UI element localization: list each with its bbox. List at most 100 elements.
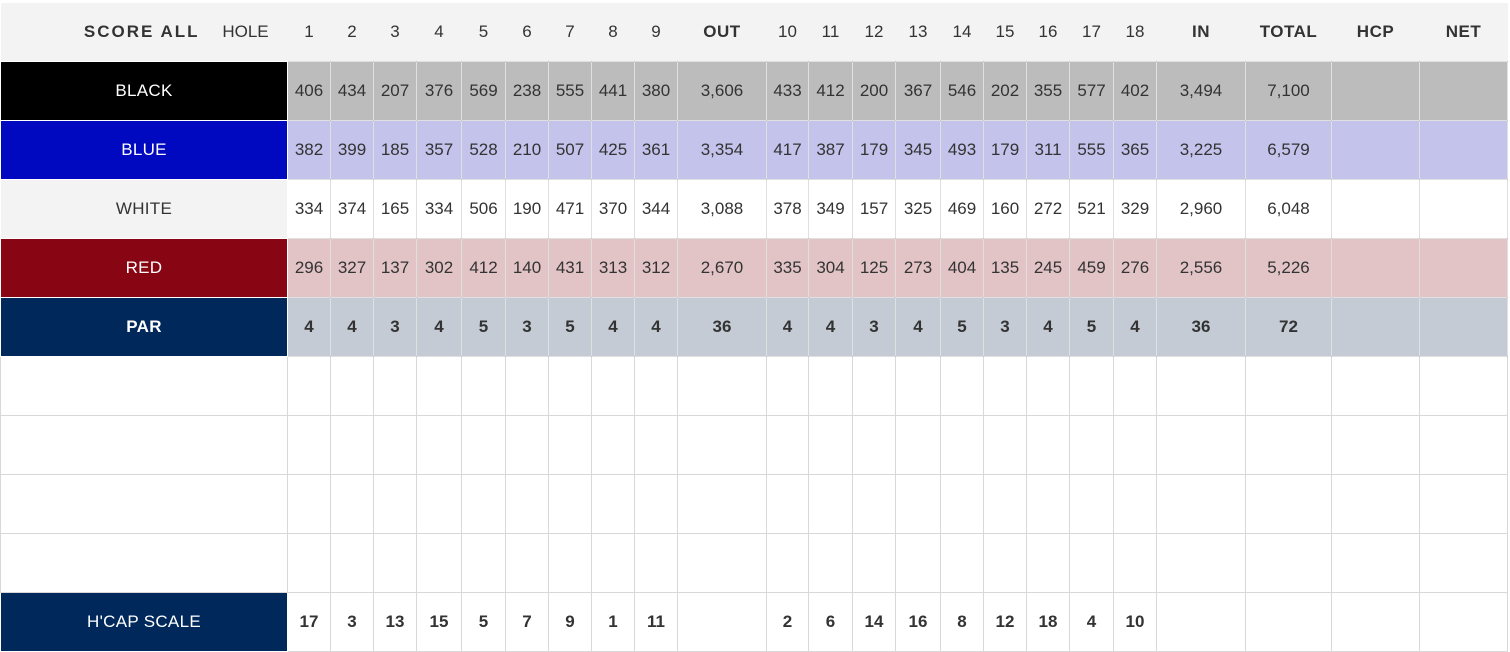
score-entry-cell[interactable] [461,474,506,534]
score-entry-cell[interactable] [634,356,678,416]
yardage-cell: 555 [548,61,592,121]
score-entry-cell[interactable] [1245,356,1332,416]
score-entry-cell[interactable] [505,415,549,475]
score-entry-cell[interactable] [808,356,853,416]
score-entry-cell[interactable] [1069,415,1114,475]
score-entry-cell[interactable] [634,415,678,475]
score-entry-cell[interactable] [548,533,592,593]
score-entry-cell[interactable] [373,533,417,593]
score-entry-cell[interactable] [1113,533,1157,593]
score-entry-cell[interactable] [1113,356,1157,416]
score-entry-cell[interactable] [808,415,853,475]
score-entry-cell[interactable] [1331,533,1420,593]
score-entry-cell[interactable] [677,474,767,534]
score-entry-cell[interactable] [895,474,941,534]
score-entry-cell[interactable] [330,356,374,416]
score-entry-cell[interactable] [766,356,809,416]
score-entry-cell[interactable] [852,356,896,416]
score-entry-cell[interactable] [287,474,331,534]
net-header: NET [1419,3,1508,62]
player-name-cell[interactable] [0,415,288,475]
score-entry-cell[interactable] [461,533,506,593]
score-entry-cell[interactable] [895,356,941,416]
score-entry-cell[interactable] [808,474,853,534]
score-entry-cell[interactable] [895,533,941,593]
score-entry-cell[interactable] [1026,415,1070,475]
score-entry-cell[interactable] [634,533,678,593]
score-entry-cell[interactable] [1331,356,1420,416]
score-entry-cell[interactable] [591,533,635,593]
score-entry-cell[interactable] [1419,474,1508,534]
score-entry-cell[interactable] [373,474,417,534]
score-entry-cell[interactable] [330,474,374,534]
score-entry-cell[interactable] [940,356,984,416]
yardage-cell: 304 [808,238,853,298]
score-entry-cell[interactable] [330,415,374,475]
score-entry-cell[interactable] [287,533,331,593]
score-all-button[interactable]: SCORE ALL [0,3,204,62]
score-entry-cell[interactable] [983,474,1027,534]
score-entry-cell[interactable] [505,474,549,534]
score-entry-cell[interactable] [940,533,984,593]
score-entry-cell[interactable] [1113,415,1157,475]
score-entry-cell[interactable] [505,356,549,416]
score-entry-cell[interactable] [1113,474,1157,534]
score-entry-cell[interactable] [1069,356,1114,416]
player-name-cell[interactable] [0,533,288,593]
score-entry-cell[interactable] [852,533,896,593]
score-entry-cell[interactable] [1419,533,1508,593]
score-entry-cell[interactable] [287,356,331,416]
score-entry-cell[interactable] [548,356,592,416]
score-entry-cell[interactable] [766,533,809,593]
score-entry-cell[interactable] [940,415,984,475]
score-entry-cell[interactable] [940,474,984,534]
score-entry-cell[interactable] [373,415,417,475]
score-entry-cell[interactable] [1069,533,1114,593]
score-entry-cell[interactable] [416,474,462,534]
score-entry-cell[interactable] [505,533,549,593]
score-entry-cell[interactable] [1156,415,1246,475]
score-entry-cell[interactable] [1331,474,1420,534]
score-entry-cell[interactable] [461,415,506,475]
score-entry-cell[interactable] [591,474,635,534]
score-entry-cell[interactable] [1026,356,1070,416]
score-entry-cell[interactable] [808,533,853,593]
score-entry-cell[interactable] [983,415,1027,475]
score-entry-cell[interactable] [416,533,462,593]
score-entry-cell[interactable] [1156,356,1246,416]
score-entry-cell[interactable] [677,533,767,593]
score-entry-cell[interactable] [416,356,462,416]
score-entry-cell[interactable] [1245,474,1332,534]
score-entry-cell[interactable] [983,356,1027,416]
score-entry-cell[interactable] [373,356,417,416]
score-entry-cell[interactable] [416,415,462,475]
score-entry-cell[interactable] [1245,415,1332,475]
score-entry-cell[interactable] [1245,533,1332,593]
player-name-cell[interactable] [0,474,288,534]
score-entry-cell[interactable] [677,356,767,416]
score-entry-cell[interactable] [634,474,678,534]
player-name-cell[interactable] [0,356,288,416]
score-entry-cell[interactable] [1026,533,1070,593]
score-entry-cell[interactable] [1419,415,1508,475]
score-entry-cell[interactable] [766,415,809,475]
score-entry-cell[interactable] [548,474,592,534]
score-entry-cell[interactable] [852,415,896,475]
score-entry-cell[interactable] [1026,474,1070,534]
score-entry-cell[interactable] [330,533,374,593]
score-entry-cell[interactable] [1156,474,1246,534]
score-entry-cell[interactable] [1156,533,1246,593]
score-entry-cell[interactable] [548,415,592,475]
score-entry-cell[interactable] [1331,415,1420,475]
score-entry-cell[interactable] [591,356,635,416]
score-entry-cell[interactable] [677,415,767,475]
score-entry-cell[interactable] [895,415,941,475]
score-entry-cell[interactable] [287,415,331,475]
score-entry-cell[interactable] [1419,356,1508,416]
score-entry-cell[interactable] [591,415,635,475]
score-entry-cell[interactable] [461,356,506,416]
score-entry-cell[interactable] [852,474,896,534]
score-entry-cell[interactable] [766,474,809,534]
score-entry-cell[interactable] [1069,474,1114,534]
score-entry-cell[interactable] [983,533,1027,593]
